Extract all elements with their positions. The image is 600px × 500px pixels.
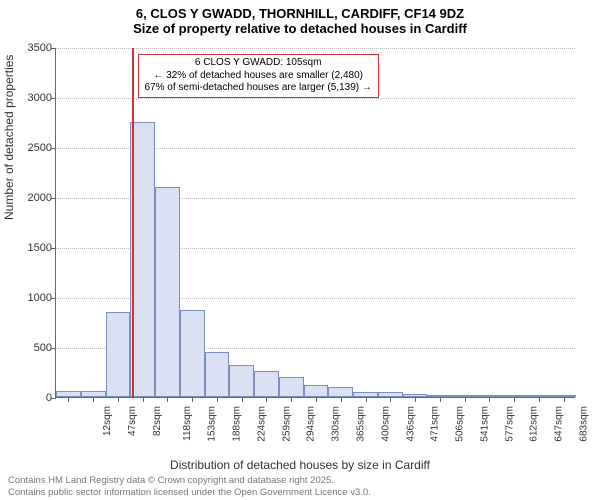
x-tick-label: 153sqm (207, 406, 218, 442)
x-tick-label: 541sqm (479, 406, 490, 442)
x-tick-label: 506sqm (455, 406, 466, 442)
x-tick (167, 397, 168, 402)
page-title-line1: 6, CLOS Y GWADD, THORNHILL, CARDIFF, CF1… (0, 6, 600, 21)
x-tick (415, 397, 416, 402)
x-tick-label: 471sqm (430, 406, 441, 442)
callout-line1: 6 CLOS Y GWADD: 105sqm (145, 57, 372, 70)
x-tick-label: 683sqm (578, 406, 589, 442)
x-tick (514, 397, 515, 402)
x-tick (118, 397, 119, 402)
x-tick (93, 397, 94, 402)
x-tick (217, 397, 218, 402)
x-tick-label: 118sqm (182, 406, 193, 441)
histogram-bar (229, 365, 254, 397)
x-tick (539, 397, 540, 402)
callout-line3: 67% of semi-detached houses are larger (… (145, 82, 372, 95)
x-tick-label: 224sqm (257, 406, 268, 442)
x-tick-label: 400sqm (380, 406, 391, 442)
x-tick-label: 612sqm (529, 406, 540, 442)
y-tick-label: 3500 (14, 42, 52, 54)
y-tick-label: 3000 (14, 92, 52, 104)
histogram-bar (304, 385, 329, 397)
x-tick-label: 12sqm (102, 406, 113, 436)
histogram-bar (328, 387, 353, 397)
x-tick (266, 397, 267, 402)
histogram-bar (205, 352, 230, 397)
histogram-bar (106, 312, 131, 397)
x-tick-label: 577sqm (504, 406, 515, 442)
x-tick (192, 397, 193, 402)
histogram-bar (254, 371, 279, 397)
x-tick (489, 397, 490, 402)
y-tick-label: 2500 (14, 142, 52, 154)
x-tick (143, 397, 144, 402)
x-tick-label: 82sqm (152, 406, 163, 436)
histogram-bar (180, 310, 205, 397)
x-tick-label: 436sqm (405, 406, 416, 442)
x-tick-label: 330sqm (331, 406, 342, 442)
footer-attribution: Contains HM Land Registry data © Crown c… (8, 475, 371, 498)
x-tick-label: 647sqm (554, 406, 565, 442)
grid-line (56, 48, 575, 49)
y-tick-label: 1500 (14, 242, 52, 254)
y-tick-label: 500 (14, 342, 52, 354)
x-tick (341, 397, 342, 402)
x-tick (465, 397, 466, 402)
marker-line (132, 48, 134, 397)
footer-line1: Contains HM Land Registry data © Crown c… (8, 475, 371, 486)
marker-callout: 6 CLOS Y GWADD: 105sqm← 32% of detached … (138, 54, 379, 98)
histogram-bar (279, 377, 304, 397)
x-axis-title: Distribution of detached houses by size … (0, 458, 600, 472)
callout-line2: ← 32% of detached houses are smaller (2,… (145, 70, 372, 83)
x-tick (242, 397, 243, 402)
histogram-chart: 050010001500200025003000350012sqm47sqm82… (55, 48, 575, 398)
page-title-line2: Size of property relative to detached ho… (0, 21, 600, 36)
x-tick (564, 397, 565, 402)
x-tick-label: 294sqm (306, 406, 317, 442)
y-tick-label: 0 (14, 392, 52, 404)
x-tick (68, 397, 69, 402)
histogram-bar (130, 122, 155, 397)
y-tick-label: 2000 (14, 192, 52, 204)
x-tick-label: 47sqm (127, 406, 138, 436)
grid-line (56, 98, 575, 99)
y-tick-label: 1000 (14, 292, 52, 304)
x-tick-label: 259sqm (281, 406, 292, 442)
x-tick (390, 397, 391, 402)
x-tick-label: 188sqm (232, 406, 243, 442)
x-tick (291, 397, 292, 402)
x-tick-label: 365sqm (356, 406, 367, 442)
footer-line2: Contains public sector information licen… (8, 487, 371, 498)
x-tick (366, 397, 367, 402)
x-tick (316, 397, 317, 402)
histogram-bar (155, 187, 180, 397)
x-tick (440, 397, 441, 402)
